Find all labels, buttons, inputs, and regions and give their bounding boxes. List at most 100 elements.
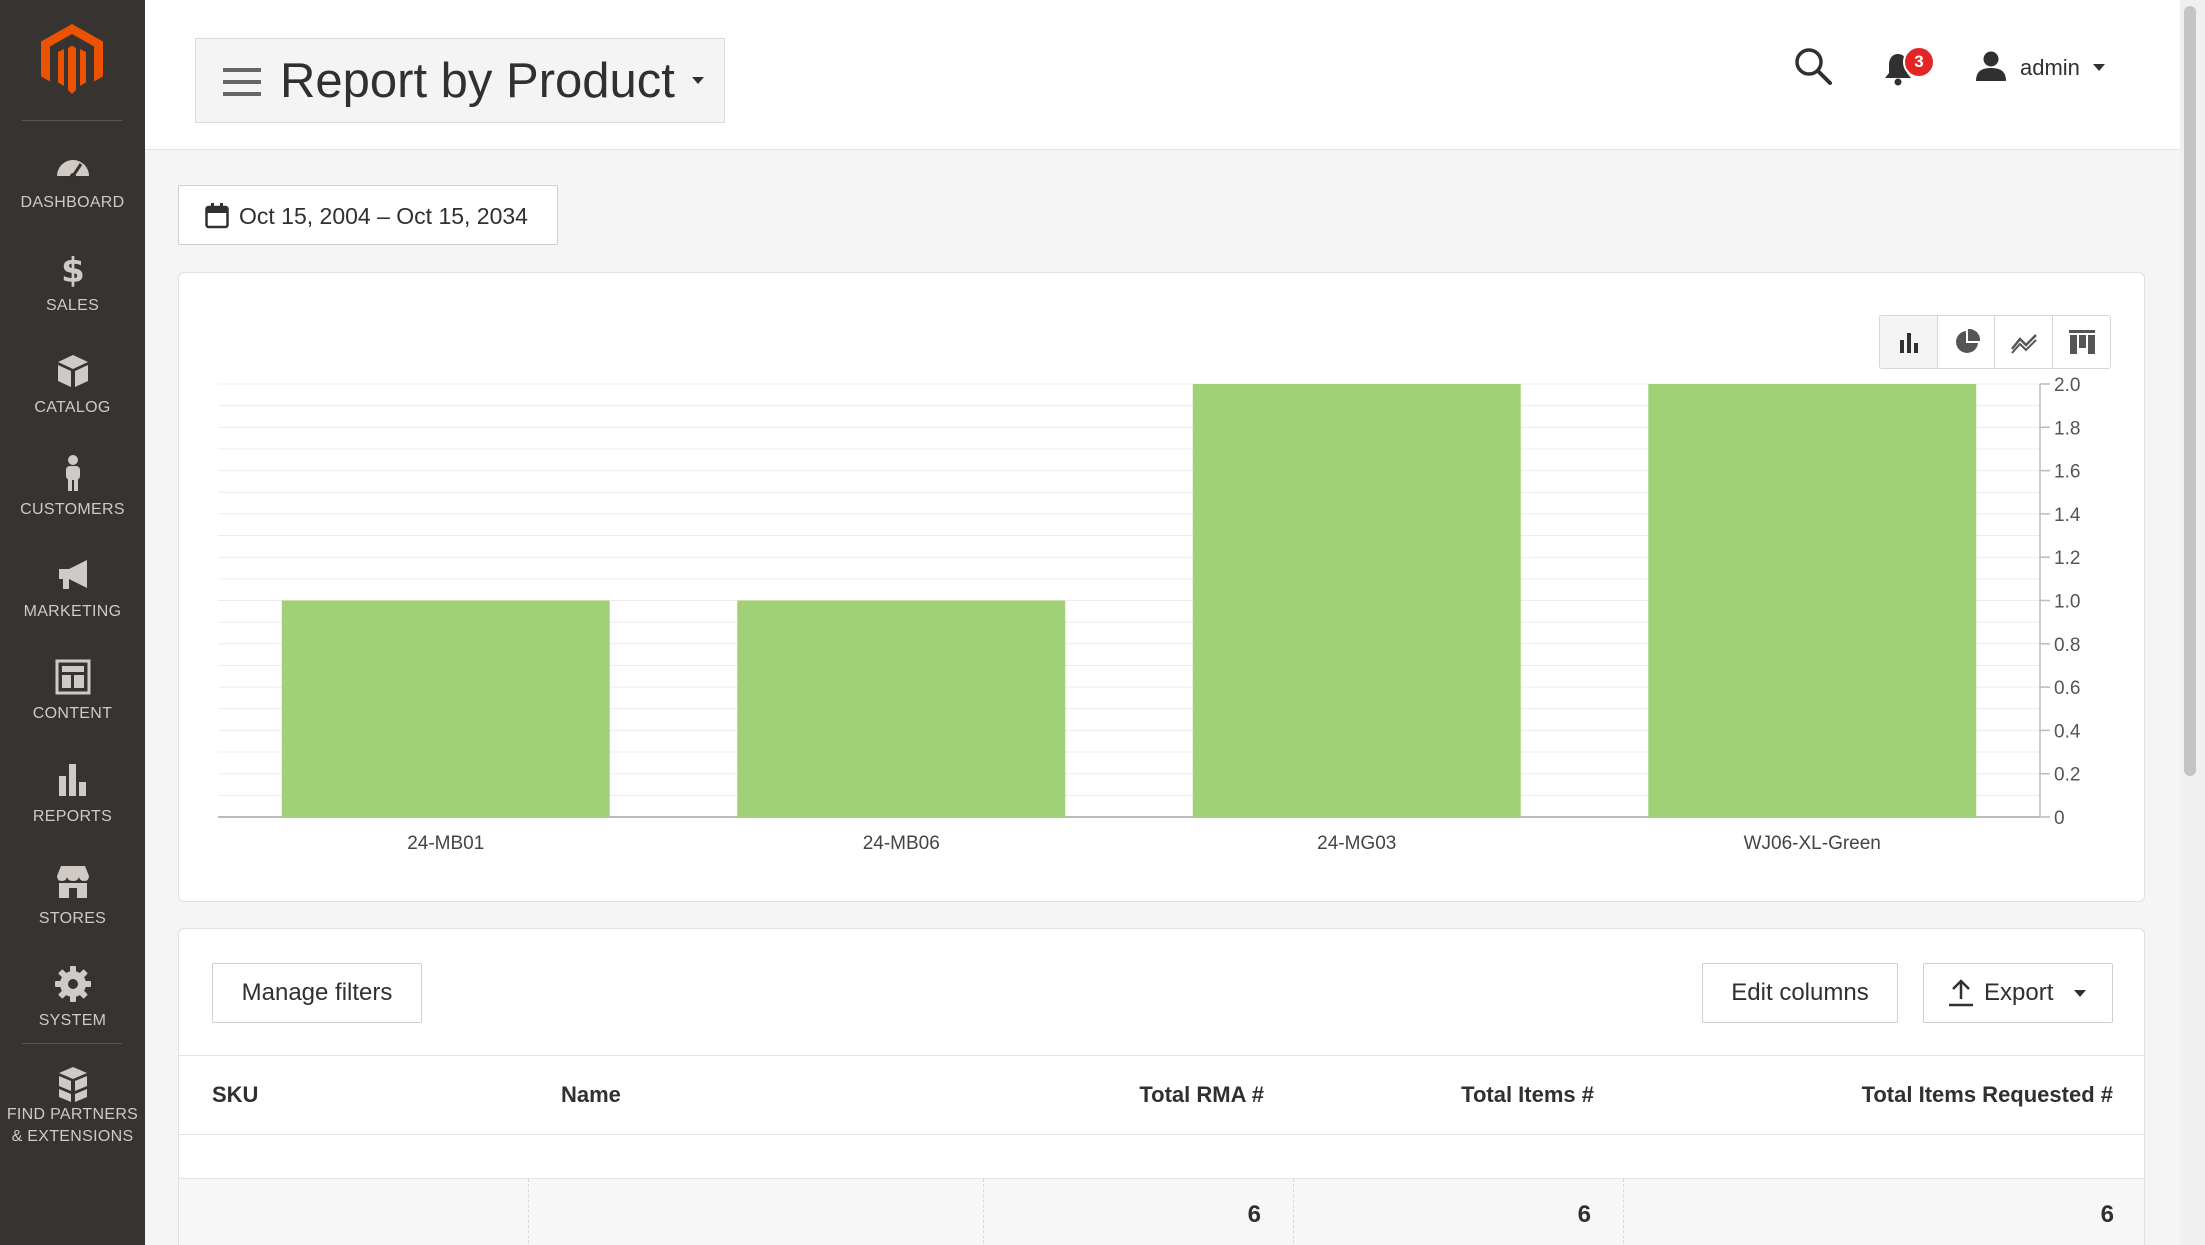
chart-bar: [1192, 384, 1521, 817]
chevron-down-icon: [2074, 990, 2086, 997]
y-tick-label: 1.0: [2054, 592, 2080, 613]
bar-chart-icon: [1900, 333, 1918, 353]
sidebar-item-label: STORES: [38, 910, 107, 927]
sidebar-item-reports[interactable]: REPORTS: [0, 754, 145, 850]
hamburger-menu-icon: [223, 68, 261, 96]
speedometer-icon: [56, 160, 89, 179]
y-tick-label: 2.0: [2054, 375, 2080, 396]
bar-chart-toggle[interactable]: [1880, 316, 1938, 368]
report-grid-panel: Manage filters Edit columns Export SKU N…: [178, 928, 2145, 1245]
edit-columns-button[interactable]: Edit columns: [1702, 963, 1898, 1023]
y-tick-label: 1.8: [2054, 418, 2080, 439]
sidebar-item-label: SYSTEM: [38, 1012, 107, 1029]
chevron-down-icon: [692, 77, 704, 84]
column-header-name[interactable]: Name: [561, 1082, 621, 1107]
sidebar-item-label: FIND PARTNERS: [6, 1106, 139, 1123]
y-tick-label: 1.4: [2054, 505, 2081, 526]
boxes-icon: [58, 1067, 87, 1102]
sidebar-item-label: REPORTS: [32, 808, 113, 825]
totals-cell-name: [529, 1179, 984, 1245]
sidebar-item-label: MARKETING: [23, 603, 122, 620]
table-totals-row: 6 6 6: [179, 1179, 2144, 1245]
search-icon[interactable]: [1793, 46, 1833, 86]
report-chart-panel: 0 0.2 0.4 0.6 0.8 1.0 1.2 1.4 1.6 1.8 2.0 24-MB01 24…: [178, 272, 2145, 902]
line-chart-toggle[interactable]: [1995, 316, 2053, 368]
table-filler-row: [179, 1135, 2144, 1179]
column-header-total-items[interactable]: Total Items #: [1461, 1082, 1594, 1107]
sidebar-item-dashboard[interactable]: DASHBOARD: [0, 140, 145, 236]
x-tick-label: WJ06-XL-Green: [1744, 833, 1881, 854]
stacked-chart-toggle[interactable]: [2053, 316, 2111, 368]
y-tick-label: 0: [2054, 808, 2065, 829]
user-name: admin: [2020, 55, 2080, 80]
chevron-down-icon: [2093, 64, 2105, 71]
page-scrollbar[interactable]: [2180, 0, 2205, 1245]
y-tick-label: 0.2: [2054, 765, 2080, 786]
x-tick-label: 24-MB01: [407, 833, 484, 854]
column-header-sku[interactable]: SKU: [212, 1082, 259, 1107]
pie-chart-toggle[interactable]: [1938, 316, 1995, 368]
chart-bar: [737, 600, 1066, 817]
sidebar-item-system[interactable]: SYSTEM: [0, 958, 145, 1054]
gear-icon: [54, 966, 91, 1002]
dollar-icon: $: [61, 251, 85, 289]
upload-icon: [1949, 979, 1973, 1007]
user-icon: [1976, 51, 2006, 81]
date-range-value: Oct 15, 2004 – Oct 15, 2034: [239, 203, 528, 229]
date-range-picker[interactable]: Oct 15, 2004 – Oct 15, 2034: [178, 185, 558, 245]
sidebar-divider: [22, 1043, 122, 1044]
table-header-row: SKU Name Total RMA # Total Items # Total…: [179, 1055, 2144, 1135]
x-tick-label: 24-MB06: [863, 833, 940, 854]
column-header-total-items-requested[interactable]: Total Items Requested #: [1861, 1082, 2113, 1107]
totals-cell-total-rma: 6: [984, 1179, 1294, 1245]
scrollbar-thumb[interactable]: [2184, 6, 2196, 776]
bar-chart: 0 0.2 0.4 0.6 0.8 1.0 1.2 1.4 1.6 1.8 2.0 24-MB01 24…: [218, 375, 2081, 854]
sidebar-item-label: SALES: [45, 297, 100, 314]
sidebar-item-find-partners[interactable]: FIND PARTNERS & EXTENSIONS: [0, 1058, 145, 1168]
totals-cell-total-items-requested: 6: [2100, 1201, 2114, 1228]
notifications-count-badge: 3: [1903, 46, 1935, 78]
sidebar-item-catalog[interactable]: CATALOG: [0, 345, 145, 441]
person-icon: [65, 455, 80, 491]
user-account-menu[interactable]: admin: [1975, 46, 2125, 90]
y-tick-label: 1.6: [2054, 462, 2080, 483]
svg-text:$: $: [61, 251, 85, 289]
sidebar-item-label: CATALOG: [34, 399, 111, 416]
calendar-icon: [205, 203, 229, 229]
sidebar-item-label: CONTENT: [32, 705, 113, 722]
chart-bar: [281, 600, 610, 817]
stacked-bar-icon: [2068, 330, 2095, 354]
sidebar-divider: [22, 120, 122, 121]
sidebar-item-stores[interactable]: STORES: [0, 856, 145, 952]
notifications-button[interactable]: 3: [1883, 46, 1943, 90]
manage-filters-button[interactable]: Manage filters: [212, 963, 422, 1023]
admin-sidebar: DASHBOARD $ SALES CATALOG CUSTOMERS MARK…: [0, 0, 145, 1245]
sidebar-item-marketing[interactable]: MARKETING: [0, 549, 145, 645]
chart-type-toggle-group: [1879, 315, 2111, 369]
magento-logo-icon[interactable]: [41, 24, 103, 94]
sidebar-item-customers[interactable]: CUSTOMERS: [0, 447, 145, 543]
storefront-icon: [56, 866, 89, 898]
export-button[interactable]: Export: [1923, 963, 2113, 1023]
layout-icon: [55, 659, 90, 695]
page-header: Report by Product 3 admin: [145, 0, 2180, 150]
bar-chart-icon: [58, 764, 86, 796]
sidebar-item-content[interactable]: CONTENT: [0, 651, 145, 747]
x-tick-label: 24-MG03: [1317, 833, 1396, 854]
y-tick-label: 0.8: [2054, 635, 2080, 656]
column-header-total-rma[interactable]: Total RMA #: [1139, 1082, 1264, 1107]
totals-cell-sku: [179, 1179, 529, 1245]
y-tick-label: 0.6: [2054, 678, 2080, 699]
sidebar-item-label: DASHBOARD: [20, 194, 125, 211]
page-title: Report by Product: [280, 54, 675, 108]
page-actions-switcher[interactable]: Report by Product: [195, 38, 725, 123]
sidebar-item-label: CUSTOMERS: [20, 501, 125, 518]
y-tick-label: 0.4: [2054, 721, 2081, 742]
sidebar-item-label: & EXTENSIONS: [11, 1128, 134, 1145]
megaphone-icon: [58, 560, 87, 589]
y-tick-label: 1.2: [2054, 548, 2080, 569]
chart-bar: [1648, 384, 1977, 817]
sidebar-item-sales[interactable]: $ SALES: [0, 243, 145, 339]
export-label: Export: [1984, 979, 2054, 1006]
cube-icon: [57, 355, 88, 387]
